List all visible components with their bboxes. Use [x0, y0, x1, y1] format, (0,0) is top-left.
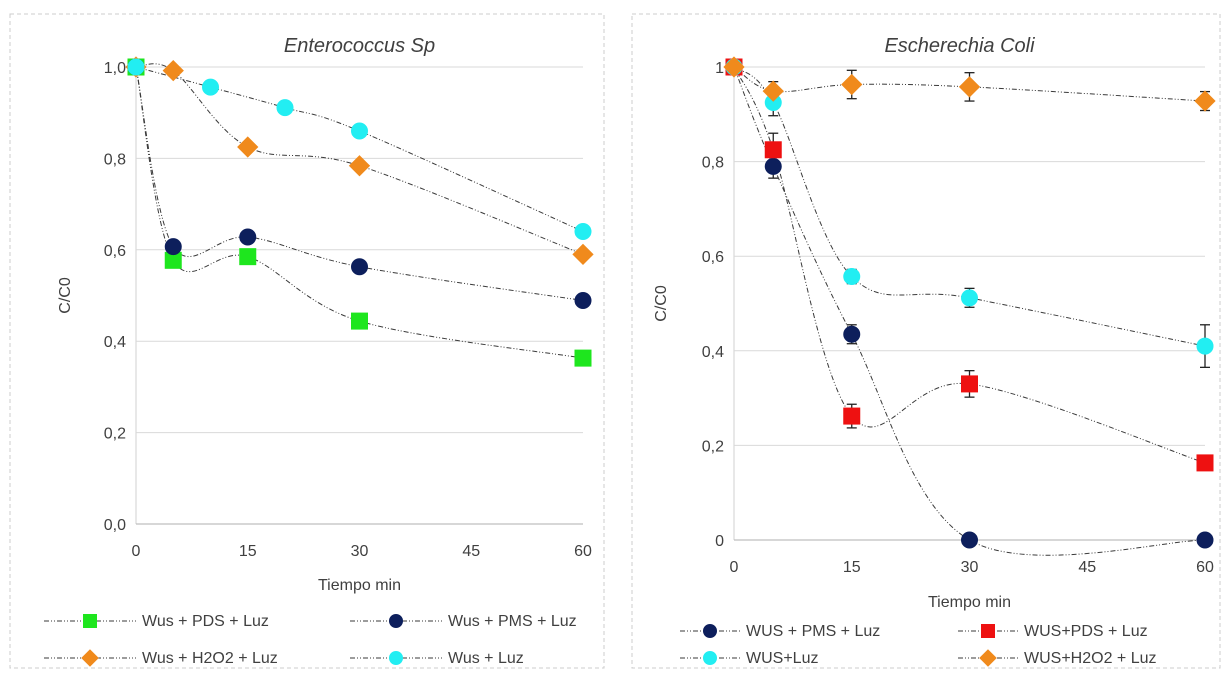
x-tick-label: 45 [1078, 559, 1096, 576]
y-axis-title: C/C0 [653, 285, 670, 322]
data-point-s3 [348, 155, 371, 177]
legend-entry: Wus + Luz [350, 650, 524, 667]
legend-label: WUS+Luz [746, 650, 818, 667]
data-point-s1 [843, 325, 861, 343]
legend-marker [389, 651, 403, 665]
x-tick-label: 30 [961, 559, 979, 576]
y-tick-label: 0,8 [702, 155, 724, 172]
y-tick-label: 0,4 [104, 334, 126, 351]
x-tick-label: 60 [574, 543, 592, 560]
x-tick-label: 15 [239, 543, 257, 560]
data-point-s2 [843, 407, 861, 425]
legend-label: Wus + PMS + Luz [448, 613, 577, 630]
chart-title: Escherechia Coli [884, 35, 1035, 57]
legend-marker [81, 649, 99, 667]
legend-entry: WUS+PDS + Luz [958, 623, 1148, 640]
data-point-s2 [1196, 454, 1214, 472]
data-point-s4 [841, 73, 863, 96]
x-tick-label: 0 [730, 559, 739, 576]
series-line-2 [135, 66, 584, 302]
y-tick-label: 0,8 [104, 151, 126, 168]
data-point-s2 [164, 238, 182, 256]
legend-entry: WUS+H2O2 + Luz [958, 649, 1157, 667]
data-point-s1 [239, 248, 257, 266]
series-line-2 [733, 66, 1206, 464]
data-point-s1 [961, 531, 978, 549]
y-tick-label: 0,4 [702, 344, 724, 361]
series-line-4 [135, 66, 584, 232]
y-tick-label: 0,6 [104, 243, 126, 260]
data-point-s2 [961, 375, 978, 393]
legend-label: Wus + PDS + Luz [142, 613, 269, 630]
legend-entry: WUS+Luz [680, 650, 818, 667]
chart-frame [631, 13, 1221, 669]
data-point-s4 [1194, 90, 1216, 112]
legend-marker [703, 651, 717, 665]
data-point-s3 [237, 136, 259, 158]
legend-label: Wus + Luz [448, 650, 524, 667]
series-line-1 [135, 66, 584, 359]
legend-marker [83, 614, 97, 628]
legend-label: WUS + PMS + Luz [746, 623, 880, 640]
data-point-s1 [764, 157, 782, 175]
data-point-s2 [574, 292, 592, 310]
chart-frame [9, 13, 605, 669]
x-tick-label: 0 [132, 543, 141, 560]
legend-entry: Wus + PDS + Luz [44, 613, 269, 630]
legend-entry: Wus + PMS + Luz [350, 613, 577, 630]
data-point-s3 [843, 268, 861, 286]
y-tick-label: 0,2 [702, 438, 724, 455]
y-tick-label: 0 [715, 533, 724, 550]
series-line-1 [733, 66, 1206, 556]
data-point-s4 [127, 58, 145, 76]
data-point-s3 [961, 289, 978, 307]
x-tick-label: 45 [462, 543, 480, 560]
data-point-s3 [572, 243, 594, 265]
data-point-s1 [351, 312, 368, 330]
y-tick-label: 1 [715, 60, 724, 77]
data-point-s4 [958, 76, 981, 98]
data-point-s4 [762, 80, 784, 102]
data-point-s4 [351, 122, 368, 140]
data-point-s4 [574, 223, 592, 241]
data-point-s3 [162, 60, 184, 82]
legend-label: Wus + H2O2 + Luz [142, 650, 278, 667]
data-point-s4 [202, 78, 219, 96]
y-tick-label: 0,0 [104, 517, 126, 534]
data-point-s2 [764, 141, 782, 159]
x-tick-label: 60 [1196, 559, 1214, 576]
x-tick-label: 15 [843, 559, 861, 576]
legend-marker [979, 649, 997, 667]
data-point-s4 [276, 99, 294, 117]
legend-marker [389, 614, 403, 628]
series-line-4 [733, 66, 1206, 102]
legend-label: WUS+H2O2 + Luz [1024, 650, 1157, 667]
legend-marker [981, 624, 995, 638]
data-point-s1 [574, 349, 592, 367]
y-tick-label: 0,6 [702, 249, 724, 266]
y-axis-title: C/C0 [57, 277, 74, 314]
x-axis-title: Tiempo min [928, 594, 1011, 611]
legend-label: WUS+PDS + Luz [1024, 623, 1148, 640]
data-point-s4 [723, 56, 745, 78]
y-tick-label: 1,0 [104, 60, 126, 77]
chart-panel-1: 0,0 0,2 0,4 0,6 0,8 1,0 0 15 30 45 60 Enterococcus … [9, 13, 605, 669]
data-point-s2 [239, 228, 257, 246]
x-tick-label: 30 [351, 543, 369, 560]
x-axis-title: Tiempo min [318, 577, 401, 594]
data-point-s2 [351, 258, 368, 276]
chart-panel-2: 0 0,2 0,4 0,6 0,8 1 0 15 30 45 60 Escherechia Coli T… [631, 13, 1221, 669]
legend-entry: WUS + PMS + Luz [680, 623, 880, 640]
chart-title: Enterococcus Sp [284, 35, 435, 57]
legend-marker [703, 624, 717, 638]
legend-entry: Wus + H2O2 + Luz [44, 649, 278, 667]
data-point-s3 [1196, 337, 1214, 355]
y-tick-label: 0,2 [104, 426, 126, 443]
data-point-s1 [1196, 531, 1214, 549]
